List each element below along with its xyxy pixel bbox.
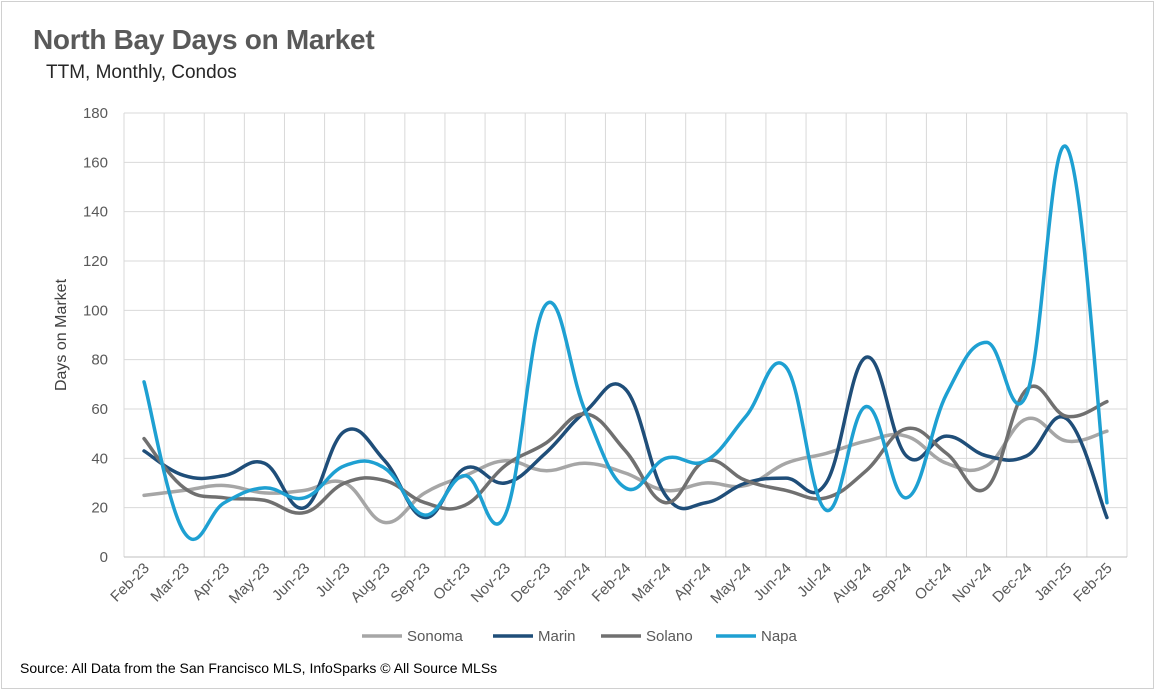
x-tick-label: Nov-23: [468, 560, 514, 606]
legend-label-napa: Napa: [761, 628, 798, 645]
y-tick-label: 0: [100, 549, 108, 566]
series-lines: [142, 144, 1109, 542]
x-tick-label: Nov-24: [949, 560, 995, 606]
legend: Sonoma Marin Solano Napa: [362, 628, 798, 645]
x-tick-label: Jun-24: [750, 560, 794, 604]
y-tick-label: 20: [91, 500, 108, 517]
y-tick-label: 160: [83, 154, 108, 171]
x-tick-label: Jun-23: [269, 560, 313, 604]
x-tick-label: Sep-24: [869, 560, 915, 606]
y-tick-label: 60: [91, 401, 108, 418]
x-tick-label: Mar-24: [629, 560, 675, 606]
legend-label-solano: Solano: [646, 628, 693, 645]
y-tick-label: 40: [91, 450, 108, 467]
x-tick-label: Mar-23: [147, 560, 193, 606]
grid-lines: [123, 112, 1128, 558]
x-tick-label: Aug-23: [347, 560, 393, 606]
series-line-solano: [142, 384, 1109, 515]
x-tick-label: Feb-23: [107, 560, 153, 606]
legend-label-marin: Marin: [538, 628, 576, 645]
x-tick-label: Oct-24: [911, 560, 955, 604]
x-tick-label: Aug-24: [829, 560, 875, 606]
source-note: Source: All Data from the San Francisco …: [20, 660, 498, 676]
y-tick-label: 140: [83, 204, 108, 221]
chart-subtitle: TTM, Monthly, Condos: [46, 62, 237, 83]
x-tick-label: May-24: [707, 560, 754, 607]
series-line-sonoma: [142, 416, 1109, 525]
x-tick-label: Oct-23: [430, 560, 474, 604]
y-tick-label: 120: [83, 253, 108, 270]
x-tick-label: Dec-23: [508, 560, 554, 606]
x-tick-label: Sep-23: [388, 560, 434, 606]
series-line-marin: [142, 355, 1109, 520]
x-tick-label: Dec-24: [989, 560, 1035, 606]
y-axis-label: Days on Market: [53, 278, 70, 391]
y-axis-ticks: 0 20 40 60 80 100 120 140 160 180: [83, 105, 108, 566]
x-tick-label: Feb-24: [589, 560, 635, 606]
x-tick-label: May-23: [226, 560, 273, 607]
x-tick-label: Jan-24: [550, 560, 594, 604]
chart-title: North Bay Days on Market: [33, 24, 375, 55]
y-tick-label: 100: [83, 302, 108, 319]
x-tick-label: Jan-25: [1031, 560, 1075, 604]
legend-label-sonoma: Sonoma: [407, 628, 464, 645]
y-tick-label: 180: [83, 105, 108, 122]
x-tick-label: Feb-25: [1070, 560, 1116, 606]
y-tick-label: 80: [91, 352, 108, 369]
series-line-napa: [142, 144, 1109, 542]
